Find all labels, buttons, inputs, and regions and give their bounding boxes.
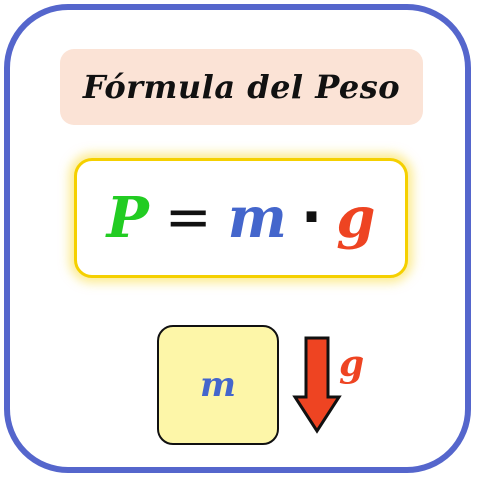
equals-sign: = [164,185,212,250]
arrow-shape [292,336,342,434]
page-title: Fórmula del Peso [82,68,401,106]
title-banner: Fórmula del Peso [60,49,423,125]
weight-symbol: P [106,185,149,251]
mass-block: m [157,325,279,445]
multiply-dot: · [300,185,323,250]
gravity-symbol: g [336,185,376,251]
formula-box: P = m · g [74,158,408,278]
weight-formula: P = m · g [106,185,376,251]
down-arrow-icon [292,336,342,434]
gravity-arrow-label: g [339,343,365,385]
mass-block-label: m [200,365,236,405]
mass-symbol: m [227,185,287,251]
